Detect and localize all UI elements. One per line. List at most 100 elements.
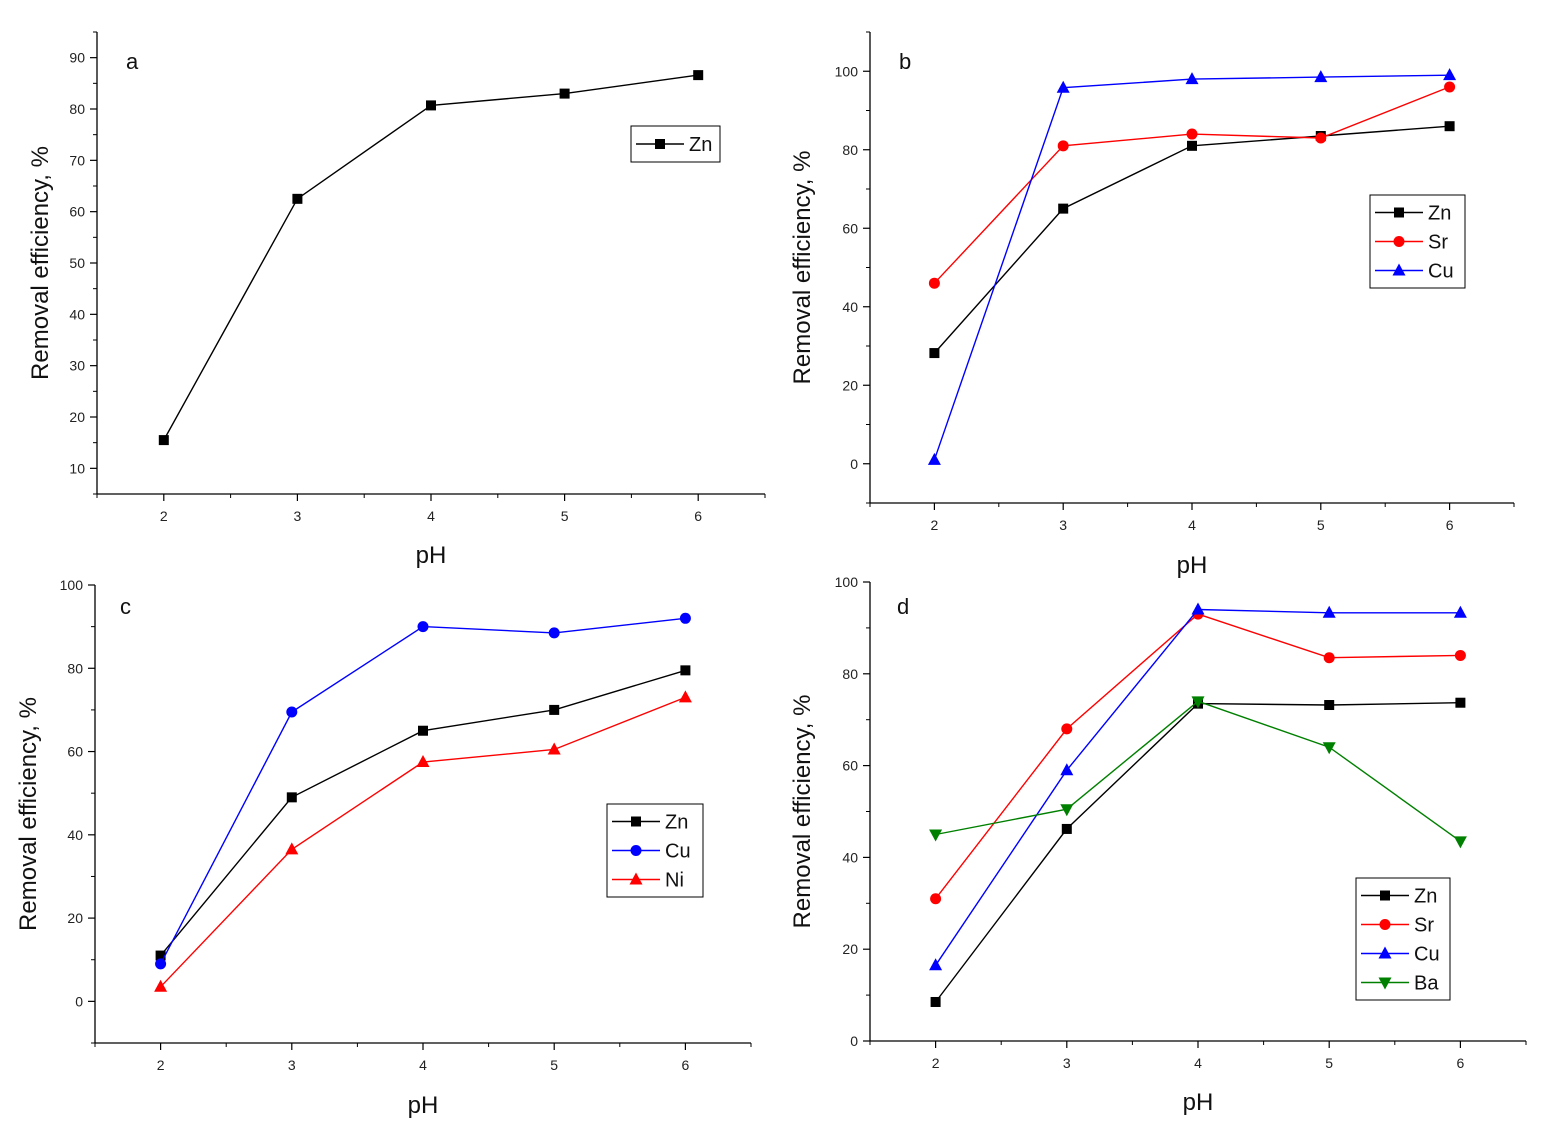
data-point xyxy=(286,706,298,718)
x-tick-label: 5 xyxy=(550,1057,558,1073)
y-tick-label: 100 xyxy=(835,574,859,590)
data-point xyxy=(1453,605,1467,618)
y-tick-label: 90 xyxy=(69,50,85,66)
data-point xyxy=(158,435,169,446)
data-point xyxy=(285,842,299,855)
y-tick-label: 80 xyxy=(69,101,85,117)
x-tick-label: 3 xyxy=(294,508,302,524)
legend-marker xyxy=(1380,890,1390,901)
y-tick-label: 60 xyxy=(67,744,83,760)
y-tick-label: 0 xyxy=(850,456,858,472)
legend-marker xyxy=(629,872,643,885)
y-tick-label: 70 xyxy=(69,152,85,168)
data-point xyxy=(559,88,570,99)
y-tick-label: 0 xyxy=(75,993,83,1009)
y-tick-label: 80 xyxy=(842,666,858,682)
y-tick-label: 100 xyxy=(60,577,84,593)
data-point xyxy=(1443,68,1457,81)
series-ni xyxy=(154,690,692,992)
y-tick-label: 20 xyxy=(842,377,858,393)
legend: Zn Sr Cu Ba xyxy=(1355,877,1451,1001)
data-point xyxy=(1185,72,1199,85)
data-point xyxy=(1061,723,1073,735)
x-axis-title: pH xyxy=(416,542,447,569)
series-line xyxy=(935,613,1461,900)
data-point xyxy=(1454,649,1466,661)
y-tick-label: 20 xyxy=(67,910,83,926)
x-tick-label: 6 xyxy=(1446,517,1454,533)
legend-box xyxy=(1355,877,1451,1001)
x-tick-label: 2 xyxy=(160,508,168,524)
data-point xyxy=(1444,121,1455,132)
data-point xyxy=(679,612,691,624)
x-tick-label: 5 xyxy=(1325,1055,1333,1071)
data-point xyxy=(928,277,940,289)
data-point xyxy=(1187,140,1197,151)
legend-label: Zn xyxy=(1414,886,1437,908)
x-tick-label: 3 xyxy=(1063,1055,1071,1071)
data-point xyxy=(1323,652,1335,664)
x-tick-label: 4 xyxy=(419,1057,427,1073)
data-point xyxy=(1060,804,1074,817)
data-point xyxy=(930,893,942,905)
y-tick-label: 60 xyxy=(69,204,85,220)
data-point xyxy=(693,70,704,81)
legend-label: Cu xyxy=(1428,261,1454,283)
data-point xyxy=(927,452,941,465)
data-point xyxy=(930,996,941,1007)
legend-marker xyxy=(1394,207,1404,218)
legend-label: Ni xyxy=(665,870,684,892)
legend-label: Sr xyxy=(1414,915,1434,937)
data-point xyxy=(1191,602,1205,615)
data-point xyxy=(286,792,297,803)
series-line xyxy=(159,617,686,965)
y-tick-label: 80 xyxy=(67,660,83,676)
x-tick-label: 3 xyxy=(288,1057,296,1073)
y-tick-label: 40 xyxy=(67,827,83,843)
data-point xyxy=(1314,70,1328,83)
data-point xyxy=(929,829,943,842)
series-line xyxy=(935,700,1461,842)
legend-marker xyxy=(630,845,642,856)
legend-label: Zn xyxy=(689,134,712,156)
series-zn xyxy=(155,665,691,961)
y-tick-label: 60 xyxy=(842,758,858,774)
y-axis-title: Removal efficiency, % xyxy=(789,151,816,385)
data-point xyxy=(547,742,561,755)
y-tick-label: 100 xyxy=(835,63,859,79)
y-axis-title: Removal efficiency, % xyxy=(15,697,42,931)
data-point xyxy=(929,348,940,359)
y-tick-label: 10 xyxy=(69,460,85,476)
legend: Zn Sr Cu xyxy=(1369,194,1466,289)
data-point xyxy=(678,690,692,703)
data-point xyxy=(1322,605,1336,618)
y-tick-label: 20 xyxy=(842,941,858,957)
y-tick-label: 40 xyxy=(69,306,85,322)
legend-label: Sr xyxy=(1428,232,1448,254)
x-tick-label: 6 xyxy=(682,1057,690,1073)
legend-label: Zn xyxy=(665,812,688,834)
data-point xyxy=(1322,742,1336,755)
x-tick-label: 5 xyxy=(561,508,569,524)
x-axis-title: pH xyxy=(408,1092,439,1119)
data-point xyxy=(1444,81,1456,93)
panel-letter: c xyxy=(120,594,131,619)
x-tick-label: 2 xyxy=(932,1055,940,1071)
panel-letter: b xyxy=(899,49,911,74)
x-tick-label: 4 xyxy=(427,508,435,524)
legend-marker xyxy=(631,816,641,827)
y-tick-label: 20 xyxy=(69,409,85,425)
x-tick-label: 5 xyxy=(1317,517,1325,533)
series-zn xyxy=(158,70,704,446)
data-point xyxy=(1057,140,1069,152)
x-tick-label: 4 xyxy=(1194,1055,1202,1071)
data-point xyxy=(680,665,691,676)
data-point xyxy=(548,627,560,639)
series-line xyxy=(163,74,699,441)
data-point xyxy=(929,958,943,971)
x-tick-label: 2 xyxy=(931,517,939,533)
